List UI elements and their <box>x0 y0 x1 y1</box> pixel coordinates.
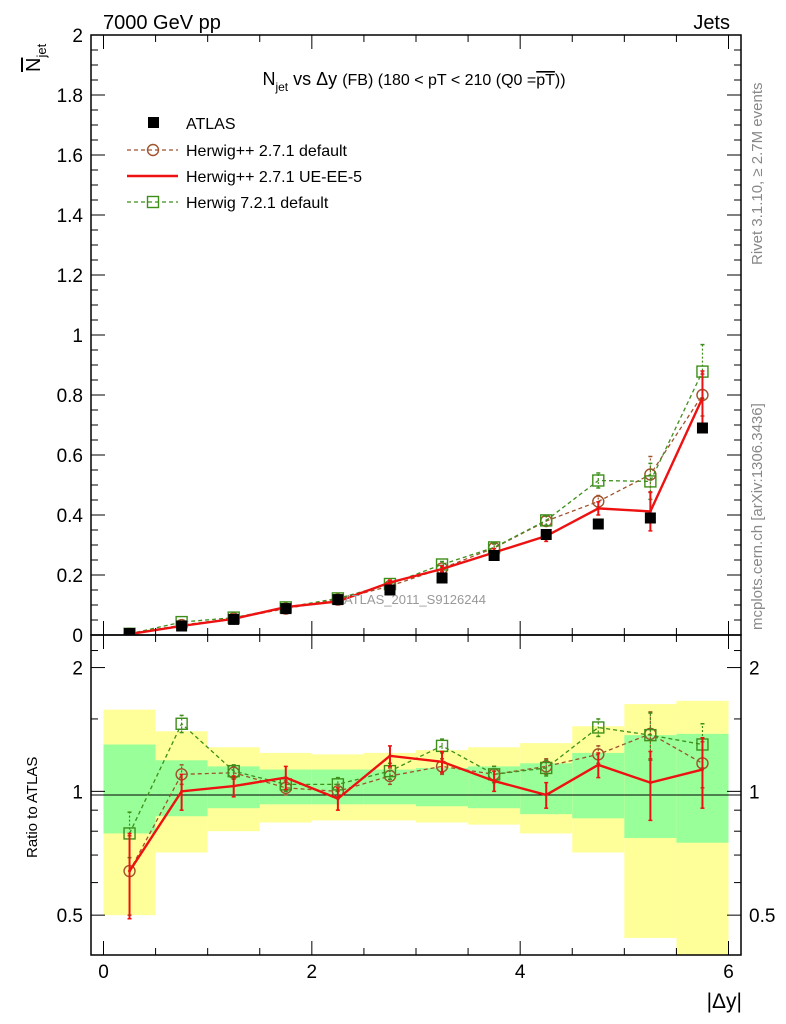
main-ytick-label: 1 <box>72 326 83 347</box>
main-herwig-ueee5-point <box>700 396 704 400</box>
energy-label: 7000 GeV pp <box>103 12 221 34</box>
ratio-herwig-ueee5-point <box>128 869 132 873</box>
main-ytick-label: 1.6 <box>57 146 83 167</box>
ratio-herwig-ueee5-line <box>128 754 703 872</box>
main-ytick-label: 0.8 <box>57 386 83 407</box>
legend: ATLAS Herwig++ 2.7.1 default Herwig++ 2.… <box>127 116 362 212</box>
main-herwig-ueee5-line <box>129 397 704 635</box>
legend-label-herwig-ueee5: Herwig++ 2.7.1 UE-EE-5 <box>186 169 362 186</box>
ratio-ytick-label: 0.5 <box>57 906 83 927</box>
ratio-herwig-ueee5-point <box>232 784 236 788</box>
ratio-xtick-label: 6 <box>723 962 734 983</box>
main-herwig-ueee5-point <box>596 506 600 510</box>
main-atlas-point <box>540 529 552 540</box>
rivet-label: Rivet 3.1.10, ≥ 2.7M events <box>749 83 766 266</box>
ratio-panel: 0.5 0.5 1 1 2 2 0 2 4 6 Ratio to ATLAS |Δy| <box>24 634 775 1013</box>
ratio-herwig-ueee5-point <box>440 760 444 764</box>
plot-title: Njet vs Δy (FB) (180 < pT < 210 (Q0 =pT)… <box>262 69 565 94</box>
ratio-herwig-ueee5-point <box>596 763 600 767</box>
main-herwig-ueee5-point <box>388 581 392 584</box>
legend-marker-herwig-default <box>146 143 160 157</box>
main-atlas-point <box>228 613 240 625</box>
main-atlas-point <box>176 620 188 632</box>
main-ytick-label: 0.4 <box>57 506 84 527</box>
main-ytick-label: 2 <box>72 26 83 47</box>
ylabel-jet: jet <box>34 43 49 58</box>
ratio-herwig-ueee5-point <box>284 776 288 780</box>
main-herwig7-point <box>540 514 553 527</box>
ratio-xtick-label: 0 <box>98 962 109 983</box>
title-dy: Δy <box>316 69 337 89</box>
title-vs: vs <box>293 69 311 89</box>
main-atlas-point <box>332 594 344 606</box>
ratio-herwig-ueee5-point <box>388 754 392 758</box>
title-rest: (FB) (180 < pT < 210 (Q0 = <box>342 72 536 89</box>
main-atlas-point <box>644 512 656 524</box>
title-n: N <box>262 69 275 89</box>
main-ytick-label: 1.8 <box>57 86 83 107</box>
xlabel: |Δy| <box>707 990 742 1013</box>
ratio-bands-group <box>103 700 729 955</box>
legend-marker-herwig7 <box>146 195 160 209</box>
main-herwig7-point <box>592 474 605 487</box>
legend-label-herwig-default: Herwig++ 2.7.1 default <box>186 143 348 160</box>
ratio-herwig-ueee5-point <box>648 781 652 785</box>
ratio-ytick-label-right: 2 <box>749 659 760 680</box>
ratio-data-group <box>123 711 709 920</box>
ratio-herwig-ueee5-point <box>700 768 704 772</box>
main-ytick-label: 0.2 <box>57 566 83 587</box>
main-panel: 0 0.2 0.4 0.6 0.8 1 1.2 1.4 1.6 1.8 2 ATLAS_2011_S… <box>23 26 742 647</box>
main-atlas-point <box>436 572 448 584</box>
ratio-herwig7-point <box>592 721 605 734</box>
svg-text:Njet: Njet <box>23 43 49 72</box>
watermark: ATLAS_2011_S9126244 <box>344 592 486 607</box>
ratio-ytick-label-right: 1 <box>749 782 760 803</box>
main-ytick-label: 1.2 <box>57 266 83 287</box>
ratio-herwig7-point <box>540 761 553 775</box>
legend-label-herwig7: Herwig 7.2.1 default <box>186 195 329 212</box>
title-pt: pT <box>536 72 555 89</box>
main-herwig-default-line <box>129 394 704 635</box>
ratio-ytick-label: 1 <box>72 782 83 803</box>
main-ytick-label: 0 <box>72 626 83 647</box>
ratio-herwig7-point <box>644 728 657 742</box>
ratio-ylabel: Ratio to ATLAS <box>24 757 41 858</box>
ratio-herwig-ueee5-point <box>180 789 184 793</box>
ratio-herwig-ueee5-point <box>492 779 496 783</box>
mcplots-label: mcplots.cern.ch [arXiv:1306.3436] <box>749 403 766 630</box>
main-atlas-point <box>384 584 396 596</box>
main-herwig-ueee5-point <box>440 567 444 571</box>
ratio-herwig-ueee5-point <box>336 797 340 801</box>
title-close: )) <box>555 72 566 89</box>
main-atlas-point <box>488 550 500 561</box>
main-ylabel: Njet <box>23 43 49 72</box>
ratio-ytick-label: 2 <box>72 659 83 680</box>
ratio-herwig7-point <box>175 717 188 730</box>
main-data-group <box>123 343 709 635</box>
ylabel-n: N <box>23 58 45 72</box>
ratio-xtick-label: 2 <box>307 962 318 983</box>
main-herwig-ueee5-point <box>648 509 652 513</box>
legend-label-atlas: ATLAS <box>186 116 236 133</box>
main-atlas-point <box>696 422 708 434</box>
ratio-xtick-label: 4 <box>515 962 526 983</box>
ratio-band-green <box>103 744 156 834</box>
main-ytick-label: 1.4 <box>57 206 84 227</box>
process-label: Jets <box>693 12 730 34</box>
main-herwig7-point <box>644 475 657 488</box>
title-jet: jet <box>274 80 288 94</box>
main-ytick-label: 0.6 <box>57 446 83 467</box>
main-atlas-point <box>592 518 604 530</box>
ratio-ytick-label-right: 0.5 <box>749 906 775 927</box>
main-atlas-point <box>280 603 292 615</box>
main-atlas-point <box>124 628 136 635</box>
legend-marker-atlas <box>148 117 159 128</box>
ratio-herwig-ueee5-point <box>544 793 548 797</box>
